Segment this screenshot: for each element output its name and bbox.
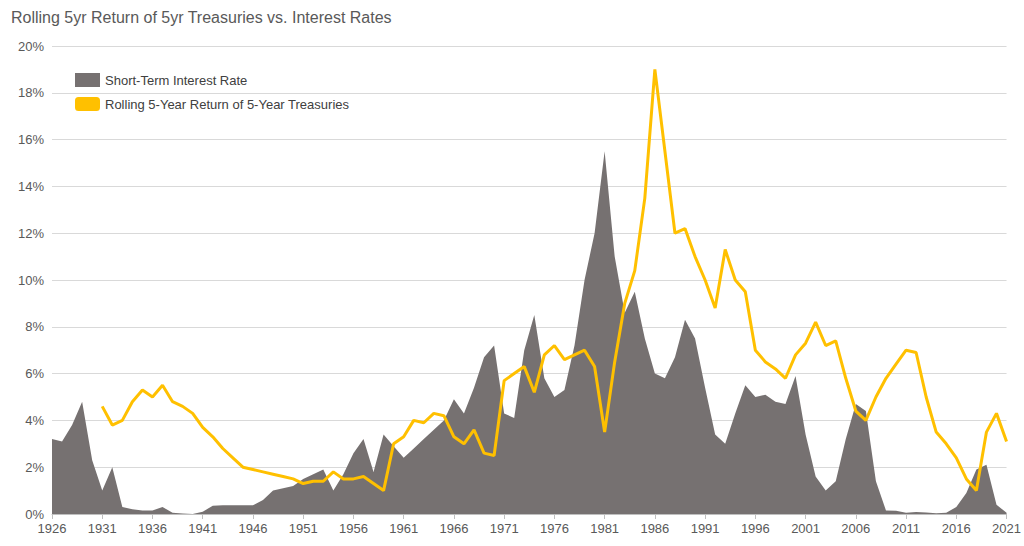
svg-text:1966: 1966 (439, 521, 468, 536)
svg-text:2%: 2% (25, 460, 44, 475)
svg-text:2016: 2016 (942, 521, 971, 536)
svg-text:12%: 12% (18, 226, 44, 241)
svg-text:1936: 1936 (138, 521, 167, 536)
svg-text:1946: 1946 (238, 521, 267, 536)
svg-text:1971: 1971 (490, 521, 519, 536)
svg-text:1976: 1976 (540, 521, 569, 536)
svg-text:Rolling 5-Year Return of 5-Yea: Rolling 5-Year Return of 5-Year Treasuri… (105, 97, 350, 112)
svg-text:2001: 2001 (791, 521, 820, 536)
svg-text:Short-Term Interest Rate: Short-Term Interest Rate (105, 73, 247, 88)
svg-text:20%: 20% (18, 39, 44, 54)
svg-text:1981: 1981 (590, 521, 619, 536)
svg-text:1951: 1951 (289, 521, 318, 536)
svg-text:0%: 0% (25, 507, 44, 522)
svg-text:14%: 14% (18, 179, 44, 194)
svg-text:2006: 2006 (841, 521, 870, 536)
svg-text:1961: 1961 (389, 521, 418, 536)
svg-text:18%: 18% (18, 85, 44, 100)
svg-text:1941: 1941 (188, 521, 217, 536)
svg-text:8%: 8% (25, 319, 44, 334)
svg-text:10%: 10% (18, 273, 44, 288)
svg-text:Rolling 5yr Return of 5yr Trea: Rolling 5yr Return of 5yr Treasuries vs.… (11, 9, 392, 26)
svg-text:1926: 1926 (38, 521, 67, 536)
svg-text:2011: 2011 (892, 521, 920, 536)
svg-text:1956: 1956 (339, 521, 368, 536)
svg-text:6%: 6% (25, 366, 44, 381)
svg-text:1991: 1991 (691, 521, 720, 536)
svg-text:1986: 1986 (640, 521, 669, 536)
svg-text:1996: 1996 (741, 521, 770, 536)
svg-text:16%: 16% (18, 132, 44, 147)
svg-text:1931: 1931 (88, 521, 117, 536)
svg-text:2021: 2021 (992, 521, 1021, 536)
svg-text:4%: 4% (25, 413, 44, 428)
